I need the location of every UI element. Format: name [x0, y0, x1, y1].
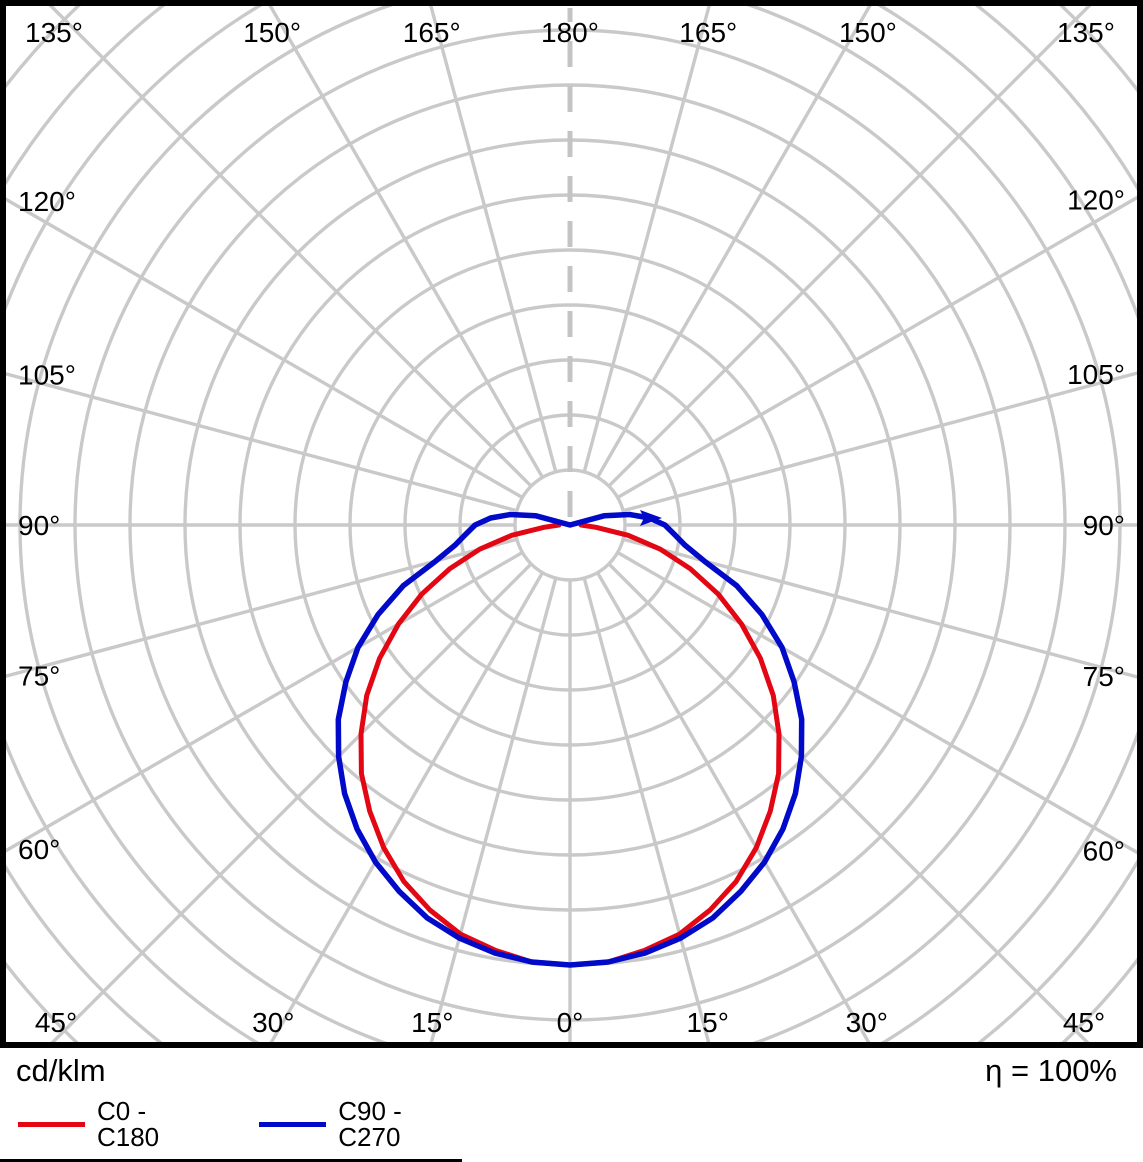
- legend-label-c90-c270: C90 - C270: [338, 1096, 402, 1152]
- angle-label: 90°: [1083, 510, 1125, 541]
- angle-label: 30°: [252, 1007, 294, 1038]
- grid-radial-line: [616, 551, 1137, 855]
- angle-label: 75°: [1083, 661, 1125, 692]
- grid-radial-line: [429, 6, 558, 473]
- footer: cd/klm η = 100% C0 - C180 C90 - C270: [0, 1048, 1143, 1162]
- angle-label: 60°: [1083, 836, 1125, 867]
- angle-label: 165°: [679, 17, 737, 48]
- grid-radial-line: [6, 197, 524, 499]
- angle-label: 90°: [18, 510, 60, 541]
- grid-radial-line: [268, 6, 544, 479]
- grid-radial-line: [50, 562, 533, 1042]
- angle-label: 75°: [18, 660, 60, 691]
- polar-grid: [6, 6, 1137, 1042]
- angle-label: 105°: [1067, 359, 1125, 390]
- grid-radial-line: [622, 371, 1137, 513]
- grid-radial-line: [607, 562, 1090, 1042]
- angle-label: 120°: [18, 186, 76, 217]
- legend-item-c0-c180: C0 - C180: [18, 1098, 207, 1150]
- legend-line-blue-icon: [259, 1121, 327, 1127]
- grid-radial-line: [269, 571, 544, 1042]
- grid-radial-line: [6, 537, 518, 678]
- legend-label-c0-c180: C0 - C180: [96, 1096, 160, 1152]
- angle-label: 105°: [18, 360, 76, 391]
- grid-radial-line: [596, 6, 872, 479]
- angle-label: 30°: [846, 1007, 888, 1038]
- grid-radial-line: [616, 195, 1137, 499]
- grid-radial-line: [582, 6, 711, 473]
- polar-chart: 0° 15° 15° 30° 30° 45° 45° 60° 60° 75° 75° 90° 90° 10…: [0, 0, 1143, 1048]
- units-label: cd/klm: [16, 1053, 106, 1088]
- angle-label: 45°: [1063, 1007, 1105, 1038]
- angle-label: 150°: [839, 17, 897, 48]
- plot-border: [0, 0, 1143, 1048]
- angle-label: 15°: [687, 1007, 729, 1038]
- legend-line-red-icon: [18, 1121, 85, 1127]
- direction-arrow-icon: [640, 510, 662, 526]
- curve-c90-c270: [335, 511, 805, 968]
- footer-row: cd/klm η = 100%: [0, 1048, 1143, 1088]
- grid-radial-line: [607, 6, 1092, 488]
- angle-label: 60°: [18, 834, 60, 865]
- efficiency-label: η = 100%: [985, 1053, 1117, 1088]
- angle-label: 165°: [403, 17, 461, 48]
- grid-radial-line: [6, 372, 518, 513]
- angle-label: 0°: [557, 1007, 584, 1038]
- angle-label: 180°: [541, 17, 599, 48]
- grid-radial-line: [596, 571, 871, 1042]
- grid-radial-line: [6, 551, 524, 853]
- angle-label: 150°: [243, 17, 301, 48]
- legend: C0 - C180 C90 - C270: [0, 1090, 462, 1162]
- grid-radial-line: [48, 6, 533, 488]
- angle-label: 15°: [411, 1007, 453, 1038]
- angle-label: 135°: [1057, 17, 1115, 48]
- angle-label: 45°: [35, 1007, 77, 1038]
- angle-label: 120°: [1067, 184, 1125, 215]
- grid-radial-line: [622, 537, 1137, 679]
- legend-item-c90-c270: C90 - C270: [259, 1098, 462, 1150]
- angle-label: 135°: [25, 17, 83, 48]
